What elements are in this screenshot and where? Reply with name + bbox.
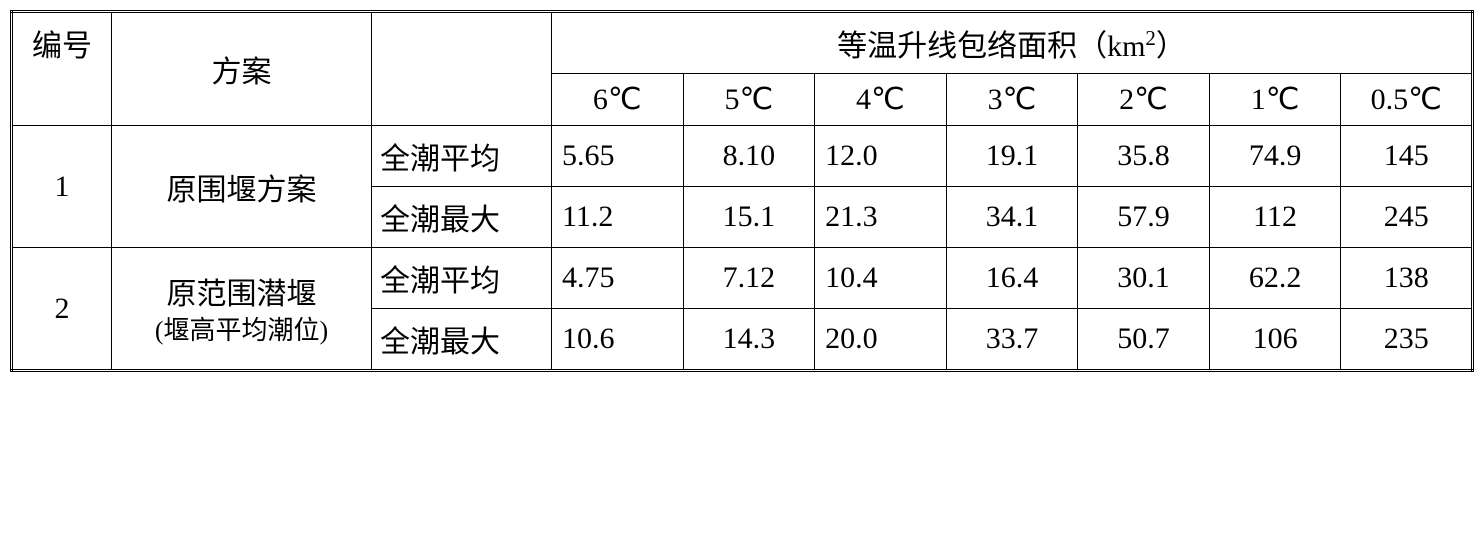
cell-id-2: 2 xyxy=(12,248,112,371)
cell-subtype-1a: 全潮平均 xyxy=(372,126,552,187)
cell-value: 16.4 xyxy=(946,248,1078,309)
cell-value: 10.6 xyxy=(552,309,684,371)
header-id-label: 编号 xyxy=(32,30,92,63)
header-plan-label: 方案 xyxy=(212,56,272,89)
cell-value: 112 xyxy=(1209,187,1341,248)
cell-plan-1: 原围堰方案 xyxy=(112,126,372,248)
cell-value: 33.7 xyxy=(946,309,1078,371)
cell-value: 138 xyxy=(1341,248,1473,309)
cell-value: 15.1 xyxy=(683,187,815,248)
cell-value: 14.3 xyxy=(683,309,815,371)
header-group-label: 等温升线包络面积（km2） xyxy=(837,30,1186,63)
table-row: 2 原范围潜堰 (堰高平均潮位) 全潮平均 4.75 7.12 10.4 16.… xyxy=(12,248,1473,309)
header-temp-3: 3℃ xyxy=(946,74,1078,126)
header-temp-5: 1℃ xyxy=(1209,74,1341,126)
header-temp-4: 2℃ xyxy=(1078,74,1210,126)
cell-value: 106 xyxy=(1209,309,1341,371)
temperature-table-container: 编号 方案 等温升线包络面积（km2） 6℃ 5℃ 4℃ 3℃ 2℃ 1℃ 0.… xyxy=(10,10,1474,372)
cell-value: 235 xyxy=(1341,309,1473,371)
cell-value: 34.1 xyxy=(946,187,1078,248)
header-temp-1: 5℃ xyxy=(683,74,815,126)
cell-value: 30.1 xyxy=(1078,248,1210,309)
cell-value: 145 xyxy=(1341,126,1473,187)
cell-value: 8.10 xyxy=(683,126,815,187)
cell-value: 20.0 xyxy=(815,309,947,371)
header-temp-6: 0.5℃ xyxy=(1341,74,1473,126)
cell-value: 7.12 xyxy=(683,248,815,309)
header-id: 编号 xyxy=(12,12,112,126)
cell-value: 10.4 xyxy=(815,248,947,309)
header-temp-2: 4℃ xyxy=(815,74,947,126)
cell-plan-2-note: (堰高平均潮位) xyxy=(155,316,328,345)
cell-value: 11.2 xyxy=(552,187,684,248)
header-row-1: 编号 方案 等温升线包络面积（km2） xyxy=(12,12,1473,74)
table-body: 1 原围堰方案 全潮平均 5.65 8.10 12.0 19.1 35.8 74… xyxy=(12,126,1473,371)
cell-id-1: 1 xyxy=(12,126,112,248)
cell-value: 12.0 xyxy=(815,126,947,187)
cell-value: 4.75 xyxy=(552,248,684,309)
temperature-table: 编号 方案 等温升线包络面积（km2） 6℃ 5℃ 4℃ 3℃ 2℃ 1℃ 0.… xyxy=(10,10,1474,372)
cell-value: 50.7 xyxy=(1078,309,1210,371)
cell-subtype-1b: 全潮最大 xyxy=(372,187,552,248)
cell-value: 62.2 xyxy=(1209,248,1341,309)
header-subtype xyxy=(372,12,552,126)
cell-subtype-2a: 全潮平均 xyxy=(372,248,552,309)
cell-value: 21.3 xyxy=(815,187,947,248)
cell-plan-2: 原范围潜堰 (堰高平均潮位) xyxy=(112,248,372,371)
cell-value: 5.65 xyxy=(552,126,684,187)
cell-value: 57.9 xyxy=(1078,187,1210,248)
header-plan: 方案 xyxy=(112,12,372,126)
cell-plan-2-main: 原范围潜堰 xyxy=(167,278,317,311)
cell-value: 19.1 xyxy=(946,126,1078,187)
header-group: 等温升线包络面积（km2） xyxy=(552,12,1473,74)
header-temp-0: 6℃ xyxy=(552,74,684,126)
cell-value: 74.9 xyxy=(1209,126,1341,187)
cell-value: 35.8 xyxy=(1078,126,1210,187)
table-head: 编号 方案 等温升线包络面积（km2） 6℃ 5℃ 4℃ 3℃ 2℃ 1℃ 0.… xyxy=(12,12,1473,126)
cell-value: 245 xyxy=(1341,187,1473,248)
table-row: 1 原围堰方案 全潮平均 5.65 8.10 12.0 19.1 35.8 74… xyxy=(12,126,1473,187)
cell-subtype-2b: 全潮最大 xyxy=(372,309,552,371)
